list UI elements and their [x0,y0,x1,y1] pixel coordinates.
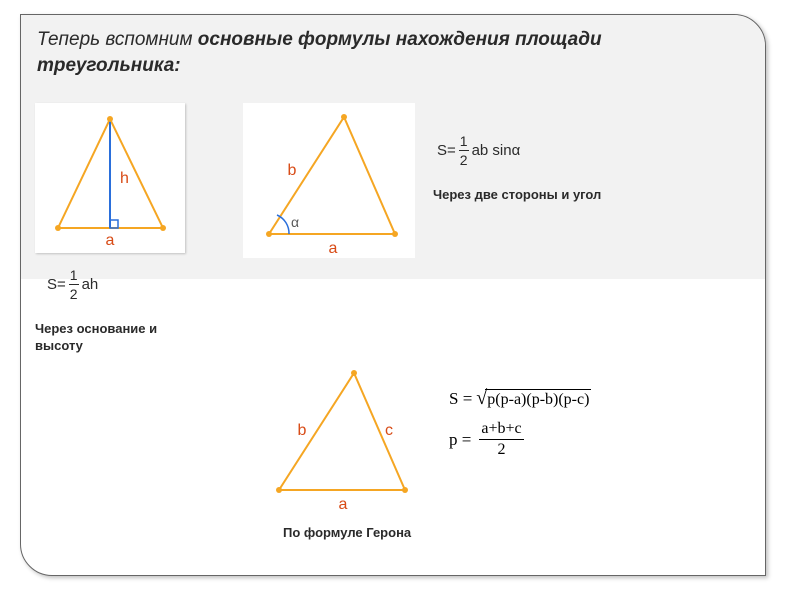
heading: Теперь вспомним основные формулы нахожде… [37,27,717,78]
caption-base-height: Через основание и высоту [35,321,205,355]
svg-text:h: h [120,170,129,187]
heron-p-frac: a+b+c 2 [479,420,523,459]
formula1-frac: 1 2 [69,267,79,302]
svg-text:a: a [339,496,348,513]
caption-sides-angle: Через две стороны и угол [433,187,693,204]
heading-regular: Теперь вспомним [37,29,198,50]
svg-text:b: b [298,422,307,439]
svg-text:b: b [288,162,297,179]
heron-s-under: p(p-a)(p-b)(p-c) [485,389,591,409]
triangle-sides-angle-svg: a b α [243,103,415,258]
triangle-base-height-svg: a h [35,103,185,253]
figure-heron: a b c [253,359,425,514]
figure-base-height: a h [35,103,185,253]
formula1-den: 2 [69,286,79,302]
formula-base-height: S= 1 2 ah [47,267,98,302]
formula2-frac: 1 2 [459,133,469,168]
svg-text:a: a [329,240,338,257]
heron-s-row: S = √ p(p-a)(p-b)(p-c) [449,387,591,410]
formula2-lhs: S= [437,143,456,158]
formula2-num: 1 [459,133,469,149]
heron-s-lhs: S = [449,389,472,409]
svg-text:c: c [385,422,393,439]
formula-sides-angle: S= 1 2 ab sinα [437,133,520,168]
triangle-heron-svg: a b c [253,359,425,514]
slide: Теперь вспомним основные формулы нахожде… [0,0,800,600]
heron-p-lhs: p = [449,430,471,450]
heron-formulas: S = √ p(p-a)(p-b)(p-c) p = a+b+c 2 [449,387,591,465]
formula2-rhs: ab sinα [472,143,521,158]
heron-p-num: a+b+c [479,420,523,438]
formula1-lhs: S= [47,277,66,292]
heron-p-den: 2 [495,441,507,459]
figure-sides-angle: a b α [243,103,415,258]
svg-text:α: α [291,214,299,230]
heron-p-row: p = a+b+c 2 [449,420,591,459]
formula1-rhs: ah [82,277,99,292]
formula2-den: 2 [459,152,469,168]
svg-text:a: a [106,232,115,249]
caption-heron: По формуле Герона [283,525,543,542]
formula1-num: 1 [69,267,79,283]
content-frame: Теперь вспомним основные формулы нахожде… [20,14,766,576]
